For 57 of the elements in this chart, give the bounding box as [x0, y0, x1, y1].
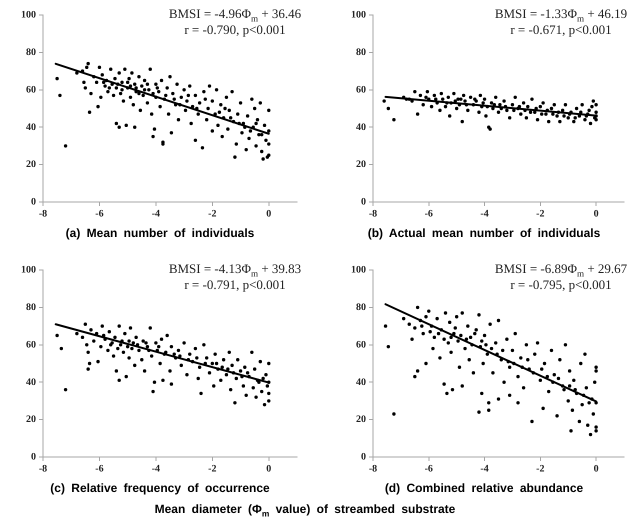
y-tick-label: 80 — [356, 302, 366, 313]
annotation: BMSI = -1.33Φ$_{m}$ + 46.19 — [494, 6, 628, 24]
y-tick-label: 100 — [351, 264, 366, 276]
y-tick-label: 0 — [31, 452, 36, 463]
x-tick-label: -2 — [536, 208, 545, 220]
y-tick-label: 100 — [21, 10, 36, 21]
x-tick-label: -6 — [424, 464, 433, 475]
y-tick-label: 0 — [31, 196, 36, 208]
y-tick-label: 20 — [26, 159, 36, 170]
y-tick-label: 20 — [356, 159, 366, 170]
x-tick-label: -8 — [38, 464, 48, 475]
text: (b) Actual mean number of individuals — [366, 226, 602, 240]
text: (d) Combined relative abundance — [384, 481, 584, 495]
x-tick-label: -8 — [368, 464, 378, 475]
y-tick-label: 100 — [351, 10, 366, 21]
y-tick-label: 80 — [356, 46, 366, 58]
text: (c) Relative frequency of occurrence — [49, 481, 271, 495]
x-tick-label: -4 — [152, 208, 160, 220]
x-tick-label: 0 — [266, 464, 272, 475]
x-tick-label: -4 — [480, 464, 489, 475]
y-tick-label: 60 — [26, 84, 36, 96]
y-tick-label: 20 — [356, 414, 366, 426]
annotation: BMSI = -6.89Φ$_{m}$ + 29.67 — [494, 261, 628, 279]
annotation: BMSI = -4.96Φ$_{m}$ + 36.46 — [168, 6, 302, 24]
x-tick-label: -8 — [368, 208, 378, 220]
x-tick-label: -6 — [95, 208, 104, 220]
x-tick-label: -6 — [424, 208, 433, 220]
y-tick-label: 60 — [356, 339, 366, 350]
y-tick-label: 60 — [356, 84, 366, 96]
annotation: r = -0.790, p<0.001 — [184, 22, 286, 37]
text: (a) Mean number of individuals — [64, 226, 256, 240]
y-tick-label: 60 — [26, 339, 36, 350]
x-tick-label: 0 — [594, 208, 599, 220]
annotation: BMSI = -4.13Φ$_{m}$ + 39.83 — [168, 261, 302, 279]
x-tick-label: -2 — [208, 208, 217, 220]
x-tick-label: 0 — [594, 464, 599, 475]
y-tick-label: 40 — [356, 376, 366, 388]
x-tick-label: 0 — [266, 208, 272, 220]
x-tick-label: -4 — [480, 208, 489, 220]
y-tick-label: 80 — [26, 46, 36, 58]
y-tick-label: 20 — [26, 414, 36, 426]
x-tick-label: -8 — [38, 208, 48, 220]
x-axis-title: Mean diameter (Φ$_{m}$ value) of streambed substrate — [154, 502, 456, 518]
y-tick-label: 80 — [26, 302, 36, 313]
y-tick-label: 0 — [361, 196, 366, 208]
x-tick-label: -6 — [95, 464, 104, 475]
y-tick-label: 40 — [356, 122, 366, 133]
x-tick-label: -2 — [208, 464, 217, 475]
annotation: r = -0.791, p<0.001 — [184, 277, 286, 292]
x-tick-label: -2 — [536, 464, 545, 475]
y-tick-label: 0 — [361, 452, 366, 463]
annotation: r = -0.671, p<0.001 — [510, 22, 612, 37]
y-tick-label: 100 — [21, 264, 36, 276]
y-tick-label: 40 — [26, 122, 36, 133]
annotation: r = -0.795, p<0.001 — [510, 277, 612, 292]
y-tick-label: 40 — [26, 376, 36, 388]
x-tick-label: -4 — [152, 464, 160, 475]
